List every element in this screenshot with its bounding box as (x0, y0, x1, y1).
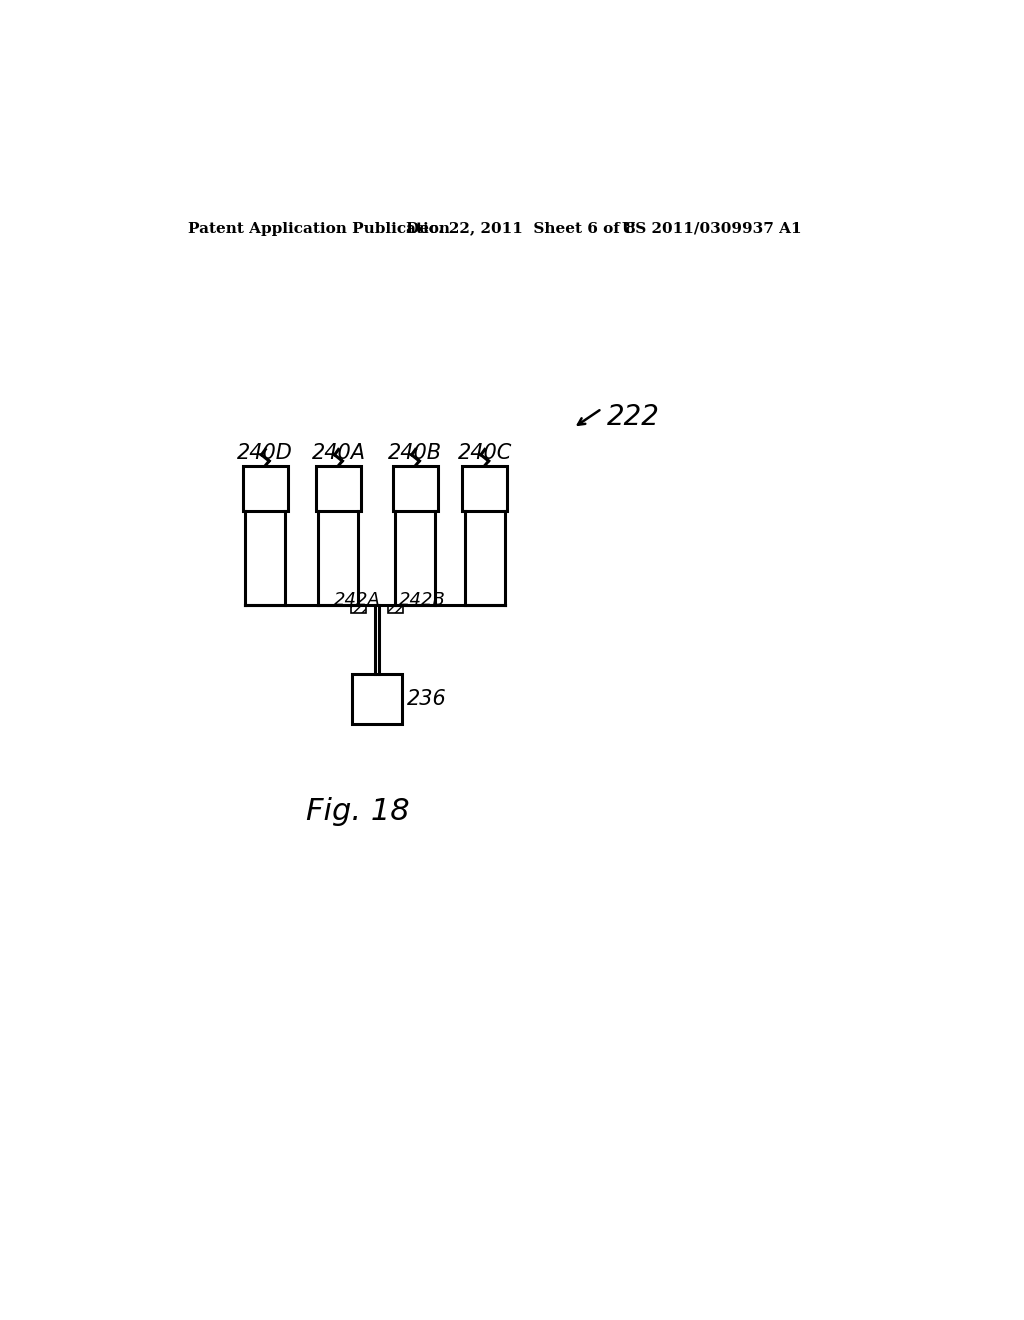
Text: Fig. 18: Fig. 18 (306, 797, 410, 826)
Bar (393, 466, 438, 511)
Text: 240B: 240B (388, 444, 442, 463)
Bar (388, 605, 403, 612)
Text: US 2011/0309937 A1: US 2011/0309937 A1 (622, 222, 802, 235)
Text: 242A: 242A (334, 591, 381, 609)
Text: 222: 222 (606, 404, 659, 432)
Bar (243, 466, 288, 511)
Text: Patent Application Publication: Patent Application Publication (188, 222, 451, 235)
Bar (352, 675, 402, 725)
Text: 240D: 240D (238, 444, 293, 463)
Bar (463, 466, 507, 511)
Text: Dec. 22, 2011  Sheet 6 of 8: Dec. 22, 2011 Sheet 6 of 8 (407, 222, 636, 235)
Text: 240A: 240A (311, 444, 366, 463)
Bar (351, 605, 367, 612)
Bar (316, 466, 360, 511)
Text: 242B: 242B (399, 591, 446, 609)
Text: 240C: 240C (458, 444, 512, 463)
Text: 236: 236 (407, 689, 446, 709)
